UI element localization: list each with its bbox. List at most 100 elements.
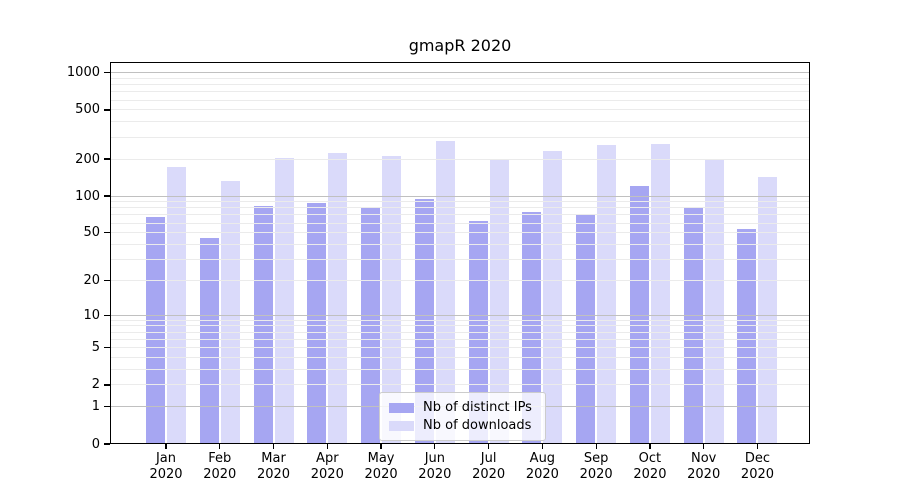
x-tick-label-aug: Aug 2020 <box>512 451 572 483</box>
plot-area: Nb of distinct IPs Nb of downloads <box>110 62 810 444</box>
y-tick-label-10: 10 <box>83 307 100 323</box>
legend-swatch-downloads <box>389 420 414 431</box>
gridline-minor-600 <box>110 99 810 101</box>
y-tick-label-500: 500 <box>75 102 100 118</box>
x-label-month: Feb <box>208 451 232 466</box>
bar-ips-feb <box>199 238 219 444</box>
gridline-minor-40 <box>110 243 810 245</box>
gridline-major-1000 <box>110 72 810 74</box>
gridline-minor-5 <box>110 347 810 349</box>
y-tick-label-100: 100 <box>75 188 100 204</box>
legend-item-distinct-ips: Nb of distinct IPs <box>380 400 545 415</box>
bar-downloads-oct <box>650 144 670 444</box>
x-tick-jan <box>165 444 167 449</box>
gridline-minor-9 <box>110 319 810 321</box>
bar-ips-apr <box>307 203 327 444</box>
gridline-major-10 <box>110 314 810 316</box>
y-tick-200 <box>104 158 110 160</box>
gridline-minor-300 <box>110 136 810 138</box>
bar-downloads-jul <box>489 159 509 444</box>
x-tick-label-jan: Jan 2020 <box>136 451 196 483</box>
x-tick-label-jul: Jul 2020 <box>459 451 519 483</box>
bar-downloads-feb <box>220 181 240 444</box>
x-label-year: 2020 <box>256 467 291 482</box>
legend-label-downloads: Nb of downloads <box>423 418 532 433</box>
x-tick-nov <box>703 444 705 449</box>
y-tick-100 <box>104 195 110 197</box>
chart-title: gmapR 2020 <box>408 36 512 55</box>
x-tick-label-apr: Apr 2020 <box>297 451 357 483</box>
x-label-month: Jul <box>480 451 497 466</box>
bar-ips-sep <box>576 215 596 444</box>
x-tick-may <box>380 444 382 449</box>
gridline-minor-8 <box>110 325 810 327</box>
y-tick-2 <box>104 384 110 386</box>
bar-downloads-may <box>382 155 402 444</box>
gridline-minor-2 <box>110 384 810 386</box>
bar-downloads-sep <box>597 145 617 444</box>
gridline-minor-4 <box>110 357 810 359</box>
x-tick-label-nov: Nov 2020 <box>674 451 734 483</box>
bar-downloads-jun <box>435 141 455 444</box>
x-label-month: Sep <box>583 451 609 466</box>
y-tick-1 <box>104 406 110 408</box>
legend-swatch-distinct-ips <box>389 402 414 413</box>
x-label-month: Nov <box>691 451 717 466</box>
y-tick-label-0: 0 <box>91 436 100 452</box>
y-tick-label-1: 1 <box>91 399 100 415</box>
x-label-month: Jan <box>155 451 177 466</box>
y-tick-label-5: 5 <box>91 340 100 356</box>
y-tick-20 <box>104 279 110 282</box>
x-label-year: 2020 <box>740 467 775 482</box>
x-label-year: 2020 <box>525 467 559 482</box>
x-tick-label-sep: Sep 2020 <box>566 451 626 483</box>
legend-label-distinct-ips: Nb of distinct IPs <box>423 400 532 415</box>
x-tick-sep <box>595 444 597 449</box>
x-label-year: 2020 <box>310 467 344 482</box>
bar-downloads-dec <box>758 177 778 444</box>
gridline-minor-30 <box>110 258 810 260</box>
x-label-year: 2020 <box>579 467 613 482</box>
x-tick-jun <box>434 444 436 449</box>
x-label-month: Mar <box>261 451 286 466</box>
gridline-minor-3 <box>110 369 810 371</box>
x-label-month: Aug <box>529 451 556 466</box>
y-tick-label-50: 50 <box>83 225 100 241</box>
x-tick-dec <box>756 444 759 449</box>
gridline-major-100 <box>110 195 810 197</box>
x-tick-label-jun: Jun 2020 <box>405 451 465 483</box>
x-label-year: 2020 <box>687 467 721 482</box>
x-label-month: May <box>367 451 395 466</box>
bar-ips-jun <box>414 198 434 444</box>
gridline-minor-700 <box>110 91 810 93</box>
gridline-minor-60 <box>110 222 810 224</box>
y-tick-0 <box>104 443 110 445</box>
bar-downloads-aug <box>543 150 563 444</box>
x-tick-mar <box>272 444 275 449</box>
x-tick-aug <box>541 444 544 449</box>
bar-ips-aug <box>522 212 542 444</box>
gridline-minor-70 <box>110 214 810 216</box>
x-label-year: 2020 <box>364 467 398 482</box>
x-tick-apr <box>326 444 328 449</box>
y-tick-label-2: 2 <box>91 377 100 393</box>
y-tick-label-20: 20 <box>83 272 100 288</box>
x-tick-label-dec: Dec 2020 <box>727 451 787 483</box>
gridline-minor-200 <box>110 158 810 160</box>
x-label-year: 2020 <box>472 467 506 482</box>
bar-ips-dec <box>737 228 757 444</box>
x-label-year: 2020 <box>149 467 183 482</box>
bar-ips-jan <box>146 217 165 444</box>
x-label-month: Oct <box>638 451 662 466</box>
x-tick-label-may: May 2020 <box>351 451 411 483</box>
bar-downloads-jan <box>167 167 186 444</box>
x-tick-jul <box>487 444 490 449</box>
gridline-minor-80 <box>110 207 810 209</box>
x-tick-label-feb: Feb 2020 <box>190 451 250 483</box>
y-tick-1000 <box>104 72 110 74</box>
x-label-month: Dec <box>744 451 771 466</box>
x-tick-label-mar: Mar 2020 <box>244 451 304 483</box>
x-tick-feb <box>219 444 221 449</box>
gridline-minor-7 <box>110 331 810 333</box>
